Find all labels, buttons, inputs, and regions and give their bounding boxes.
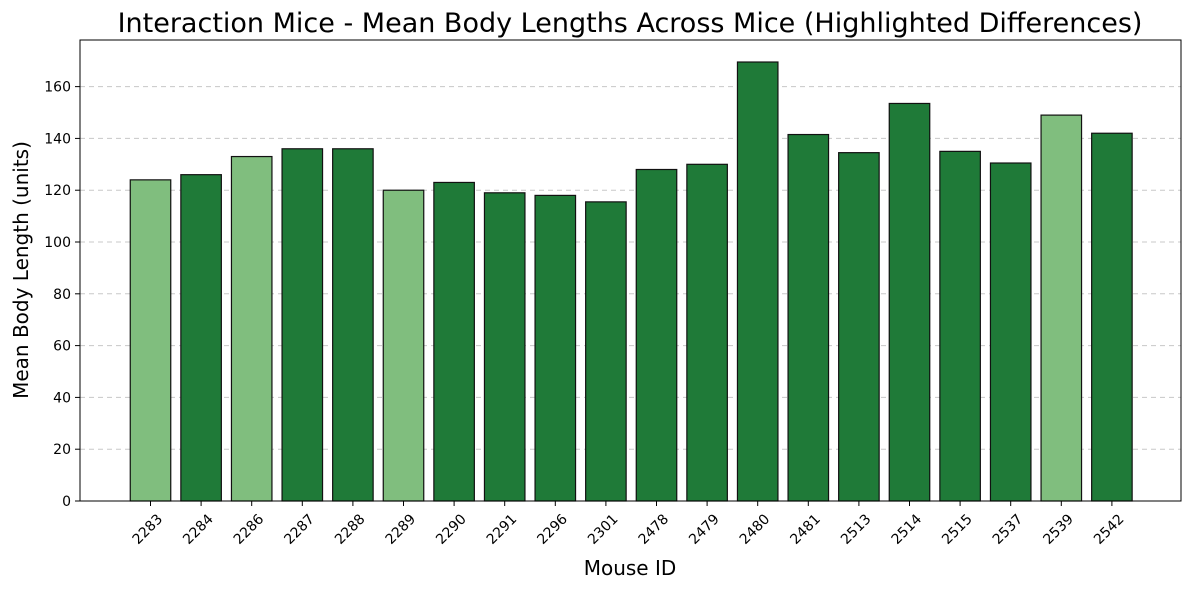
y-tick-label: 140 [44,131,71,147]
bar-2291 [483,192,526,502]
y-axis-ticks: 0 20 40 60 80 100 120 140 160 [44,80,80,510]
x-tick-label: 2286 [231,511,268,548]
bar-2286 [230,155,273,502]
bar-2301 [585,201,627,502]
x-tick-label: 2480 [737,511,774,548]
x-tick-label: 2301 [585,511,622,548]
bar-2288 [332,148,374,502]
x-tick-label: 2481 [787,511,824,548]
x-tick-label: 2291 [484,511,521,548]
bar-2481 [787,133,830,502]
plot-frame [79,39,1182,502]
y-tick-label: 160 [44,80,71,96]
x-axis-title: Mouse ID [584,556,677,580]
bar-2480 [736,61,779,502]
y-tick-label: 120 [44,183,71,199]
x-tick-label: 2515 [939,511,976,548]
bar-2539 [1040,114,1083,502]
bar-2283 [129,179,172,502]
bar-2296 [534,194,577,502]
bars [129,61,1133,502]
x-tick-label: 2513 [838,511,875,548]
x-tick-label: 2514 [889,511,926,548]
bar-2537 [989,162,1032,502]
bar-2542 [1091,132,1133,502]
bar-2287 [281,148,324,502]
y-tick-label: 60 [53,339,71,355]
bar-2284 [180,174,222,502]
x-tick-label: 2287 [281,511,318,548]
bar-2478 [635,168,678,502]
x-tick-label: 2290 [433,511,470,548]
y-tick-label: 80 [53,287,71,303]
x-tick-label: 2539 [1040,511,1077,548]
x-tick-label: 2537 [990,511,1027,548]
bar-2514 [888,102,931,502]
bar-2513 [838,152,880,502]
x-tick-label: 2289 [383,511,420,548]
bar-2479 [686,163,728,502]
x-tick-label: 2284 [180,511,217,548]
y-axis-title: Mean Body Length (units) [9,141,33,399]
y-tick-label: 100 [44,235,71,251]
y-tick-label: 40 [53,390,71,406]
x-axis-ticks: 2283 2284 2286 2287 2288 2289 2290 2291 2296 2301… [130,501,1128,548]
x-tick-label: 2542 [1091,511,1128,548]
x-tick-label: 2288 [332,511,369,548]
y-tick-label: 0 [62,494,71,510]
x-tick-label: 2479 [686,511,723,548]
x-tick-label: 2283 [130,511,167,548]
bar-2290 [433,181,475,502]
chart-title: Interaction Mice - Mean Body Lengths Acr… [118,8,1143,39]
x-tick-label: 2478 [636,511,673,548]
x-tick-label: 2296 [534,511,571,548]
bar-2515 [939,150,981,502]
y-tick-label: 20 [53,442,71,458]
bar-2289 [382,189,425,502]
